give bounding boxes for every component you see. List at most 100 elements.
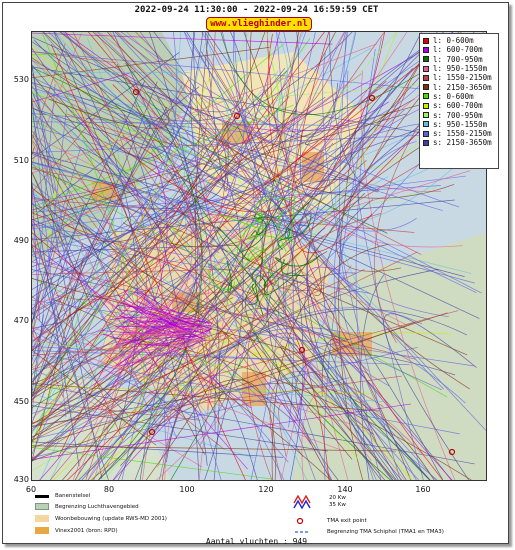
flight-track bbox=[34, 32, 454, 202]
flight-track bbox=[32, 43, 378, 174]
key-vinex: Vinex2001 (bron: RPD) bbox=[35, 527, 118, 534]
legend-item: s: 600-700m bbox=[423, 101, 495, 110]
flight-track bbox=[32, 343, 233, 438]
key-wind-a: 20 Kw bbox=[329, 495, 346, 501]
flight-track bbox=[334, 352, 377, 480]
flight-track bbox=[74, 73, 484, 480]
flight-track bbox=[251, 198, 284, 236]
flight-track bbox=[32, 386, 376, 394]
flight-track bbox=[50, 44, 246, 480]
flight-track bbox=[32, 328, 41, 360]
flight-track bbox=[32, 195, 206, 258]
flight-track bbox=[32, 349, 157, 446]
flight-track bbox=[51, 298, 331, 480]
flight-track bbox=[32, 36, 380, 191]
legend-label: s: 700-950m bbox=[433, 110, 483, 120]
flight-track bbox=[32, 123, 486, 396]
flight-track bbox=[124, 290, 208, 329]
flight-track bbox=[32, 99, 88, 363]
flight-track bbox=[32, 41, 236, 179]
flight-track bbox=[32, 85, 183, 350]
map-canvas bbox=[32, 32, 486, 480]
legend-item: l: 1550-2150m bbox=[423, 73, 495, 82]
site-badge[interactable]: www.vlieghinder.nl bbox=[206, 17, 312, 31]
tma-exit-point bbox=[233, 112, 241, 120]
tma-exit-point bbox=[132, 88, 140, 96]
y-tick-label: 470 bbox=[13, 316, 29, 325]
flight-track bbox=[32, 53, 59, 56]
legend-label: s: 2150-3650m bbox=[433, 138, 492, 148]
flight-track bbox=[134, 287, 204, 323]
flight-track bbox=[306, 266, 453, 480]
key-residential: Woonbebouwing (update RWS-MD 2001) bbox=[35, 515, 167, 522]
flight-track bbox=[35, 32, 288, 230]
flight-track bbox=[253, 215, 279, 230]
legend-swatch bbox=[423, 121, 429, 128]
flight-track bbox=[32, 244, 109, 480]
flight-track bbox=[32, 55, 427, 333]
flight-track bbox=[148, 332, 210, 369]
key-label: 35 Kw bbox=[329, 502, 346, 508]
flight-track bbox=[271, 243, 389, 480]
legend-label: l: 0-600m bbox=[433, 36, 474, 46]
flight-track bbox=[134, 32, 377, 442]
flight-track bbox=[32, 161, 465, 277]
legend-swatch bbox=[423, 112, 429, 119]
flight-track bbox=[98, 323, 188, 357]
flight-track bbox=[220, 32, 458, 115]
flight-track bbox=[216, 226, 251, 262]
flight-track bbox=[79, 32, 248, 337]
flight-track bbox=[39, 153, 162, 480]
flight-track bbox=[32, 140, 186, 435]
flight-track bbox=[32, 123, 350, 432]
legend-item: l: 0-600m bbox=[423, 36, 495, 45]
x-tick-label: 80 bbox=[103, 485, 115, 494]
flight-track bbox=[245, 283, 392, 480]
flight-track bbox=[114, 32, 444, 132]
flight-track bbox=[32, 104, 294, 208]
y-tick-label: 490 bbox=[13, 236, 29, 245]
flight-track bbox=[109, 327, 192, 336]
flight-track bbox=[32, 310, 459, 424]
flight-track bbox=[32, 335, 256, 356]
flight-track bbox=[277, 213, 312, 250]
flight-track-map[interactable] bbox=[31, 31, 487, 481]
flight-track bbox=[290, 32, 373, 254]
flight-tracks bbox=[32, 32, 486, 480]
flight-track bbox=[120, 32, 460, 208]
tma-boundary-icon bbox=[295, 531, 309, 533]
flight-track bbox=[32, 151, 309, 227]
flight-track bbox=[275, 32, 452, 167]
key-label: Begrenzing Luchthavengebied bbox=[55, 503, 139, 510]
flight-track bbox=[113, 332, 306, 480]
flight-track bbox=[306, 227, 399, 480]
flight-track bbox=[114, 299, 204, 340]
flight-track bbox=[56, 32, 216, 301]
flight-track bbox=[101, 330, 185, 334]
flight-track bbox=[32, 185, 441, 213]
legend-swatch bbox=[423, 74, 429, 81]
flight-track bbox=[280, 345, 396, 480]
flight-track bbox=[102, 333, 192, 346]
wind-icon bbox=[293, 494, 311, 510]
flight-track bbox=[32, 383, 265, 428]
flight-track bbox=[32, 121, 349, 126]
flight-track bbox=[32, 372, 384, 403]
flight-track bbox=[48, 32, 311, 227]
flight-track bbox=[32, 113, 272, 135]
flight-track bbox=[144, 317, 211, 325]
flight-track bbox=[155, 286, 293, 480]
legend-item: s: 0-600m bbox=[423, 92, 495, 101]
flight-track bbox=[278, 403, 331, 480]
flight-track bbox=[130, 335, 196, 341]
flight-track bbox=[234, 299, 437, 480]
flight-track bbox=[248, 283, 258, 306]
flight-track bbox=[32, 198, 415, 233]
flight-track bbox=[103, 32, 298, 232]
key-label: Vinex2001 (bron: RPD) bbox=[55, 527, 118, 534]
flight-track bbox=[32, 87, 443, 211]
flight-track bbox=[32, 223, 293, 278]
legend-label: l: 1550-2150m bbox=[433, 73, 492, 83]
x-tick-label: 100 bbox=[179, 485, 195, 494]
x-tick-label: 120 bbox=[258, 485, 274, 494]
